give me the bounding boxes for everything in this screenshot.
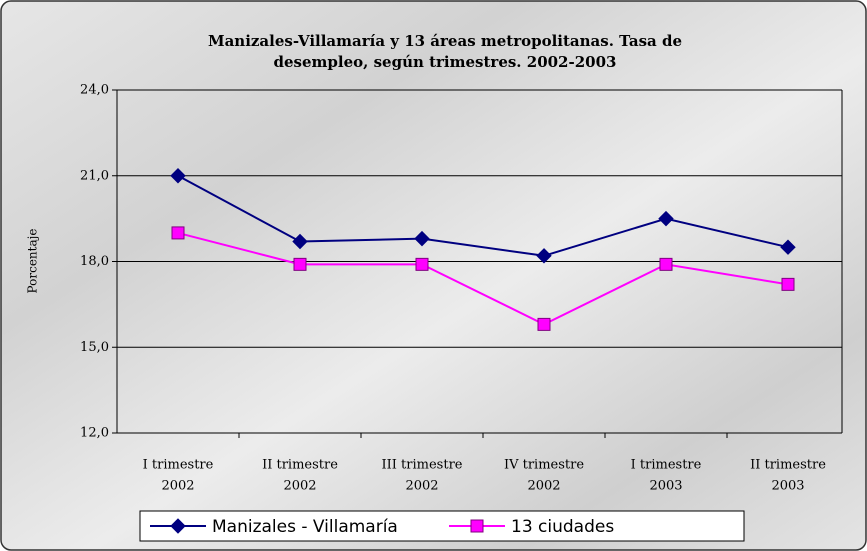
x-tick-label: I trimestre bbox=[631, 458, 702, 473]
legend-marker bbox=[470, 519, 484, 533]
x-tick-label: 2003 bbox=[649, 479, 682, 494]
line bbox=[177, 174, 789, 257]
point bbox=[659, 257, 673, 271]
point bbox=[537, 317, 551, 331]
x-tick-label: 2002 bbox=[161, 479, 194, 494]
x-tick-label: IV trimestre bbox=[504, 458, 584, 473]
legend bbox=[139, 510, 745, 542]
y-axis-label: Porcentaje bbox=[26, 229, 40, 294]
chart-title: Manizales-Villamaría y 13 áreas metropol… bbox=[208, 32, 682, 50]
x-tick-label: III trimestre bbox=[382, 458, 463, 473]
point bbox=[415, 257, 429, 271]
legend-marker bbox=[170, 518, 186, 534]
point bbox=[292, 233, 308, 250]
point bbox=[171, 226, 185, 240]
y-tick-label: 15,0 bbox=[80, 340, 109, 355]
point bbox=[414, 230, 430, 247]
point bbox=[781, 277, 795, 291]
x-tick-label: 2003 bbox=[771, 479, 804, 494]
x-tick-label: II trimestre bbox=[750, 458, 826, 473]
point bbox=[536, 248, 552, 264]
y-tick-label: 18,0 bbox=[80, 254, 109, 269]
point bbox=[658, 210, 674, 227]
point bbox=[780, 239, 796, 255]
x-tick-label: 2002 bbox=[283, 479, 316, 494]
y-tick-label: 24,0 bbox=[80, 83, 109, 98]
legend-label: Manizales - Villamaría bbox=[212, 517, 398, 537]
x-tick-label: I trimestre bbox=[143, 458, 214, 473]
chart-title: desempleo, según trimestres. 2002-2003 bbox=[274, 53, 617, 71]
x-tick-label: 2002 bbox=[527, 479, 560, 494]
y-tick-label: 12,0 bbox=[80, 426, 109, 441]
legend-label: 13 ciudades bbox=[511, 517, 614, 537]
x-tick-label: II trimestre bbox=[262, 458, 338, 473]
line bbox=[177, 231, 789, 326]
point bbox=[170, 168, 186, 184]
x-tick-label: 2002 bbox=[405, 479, 438, 494]
point bbox=[293, 257, 307, 271]
y-tick-label: 21,0 bbox=[80, 168, 109, 183]
